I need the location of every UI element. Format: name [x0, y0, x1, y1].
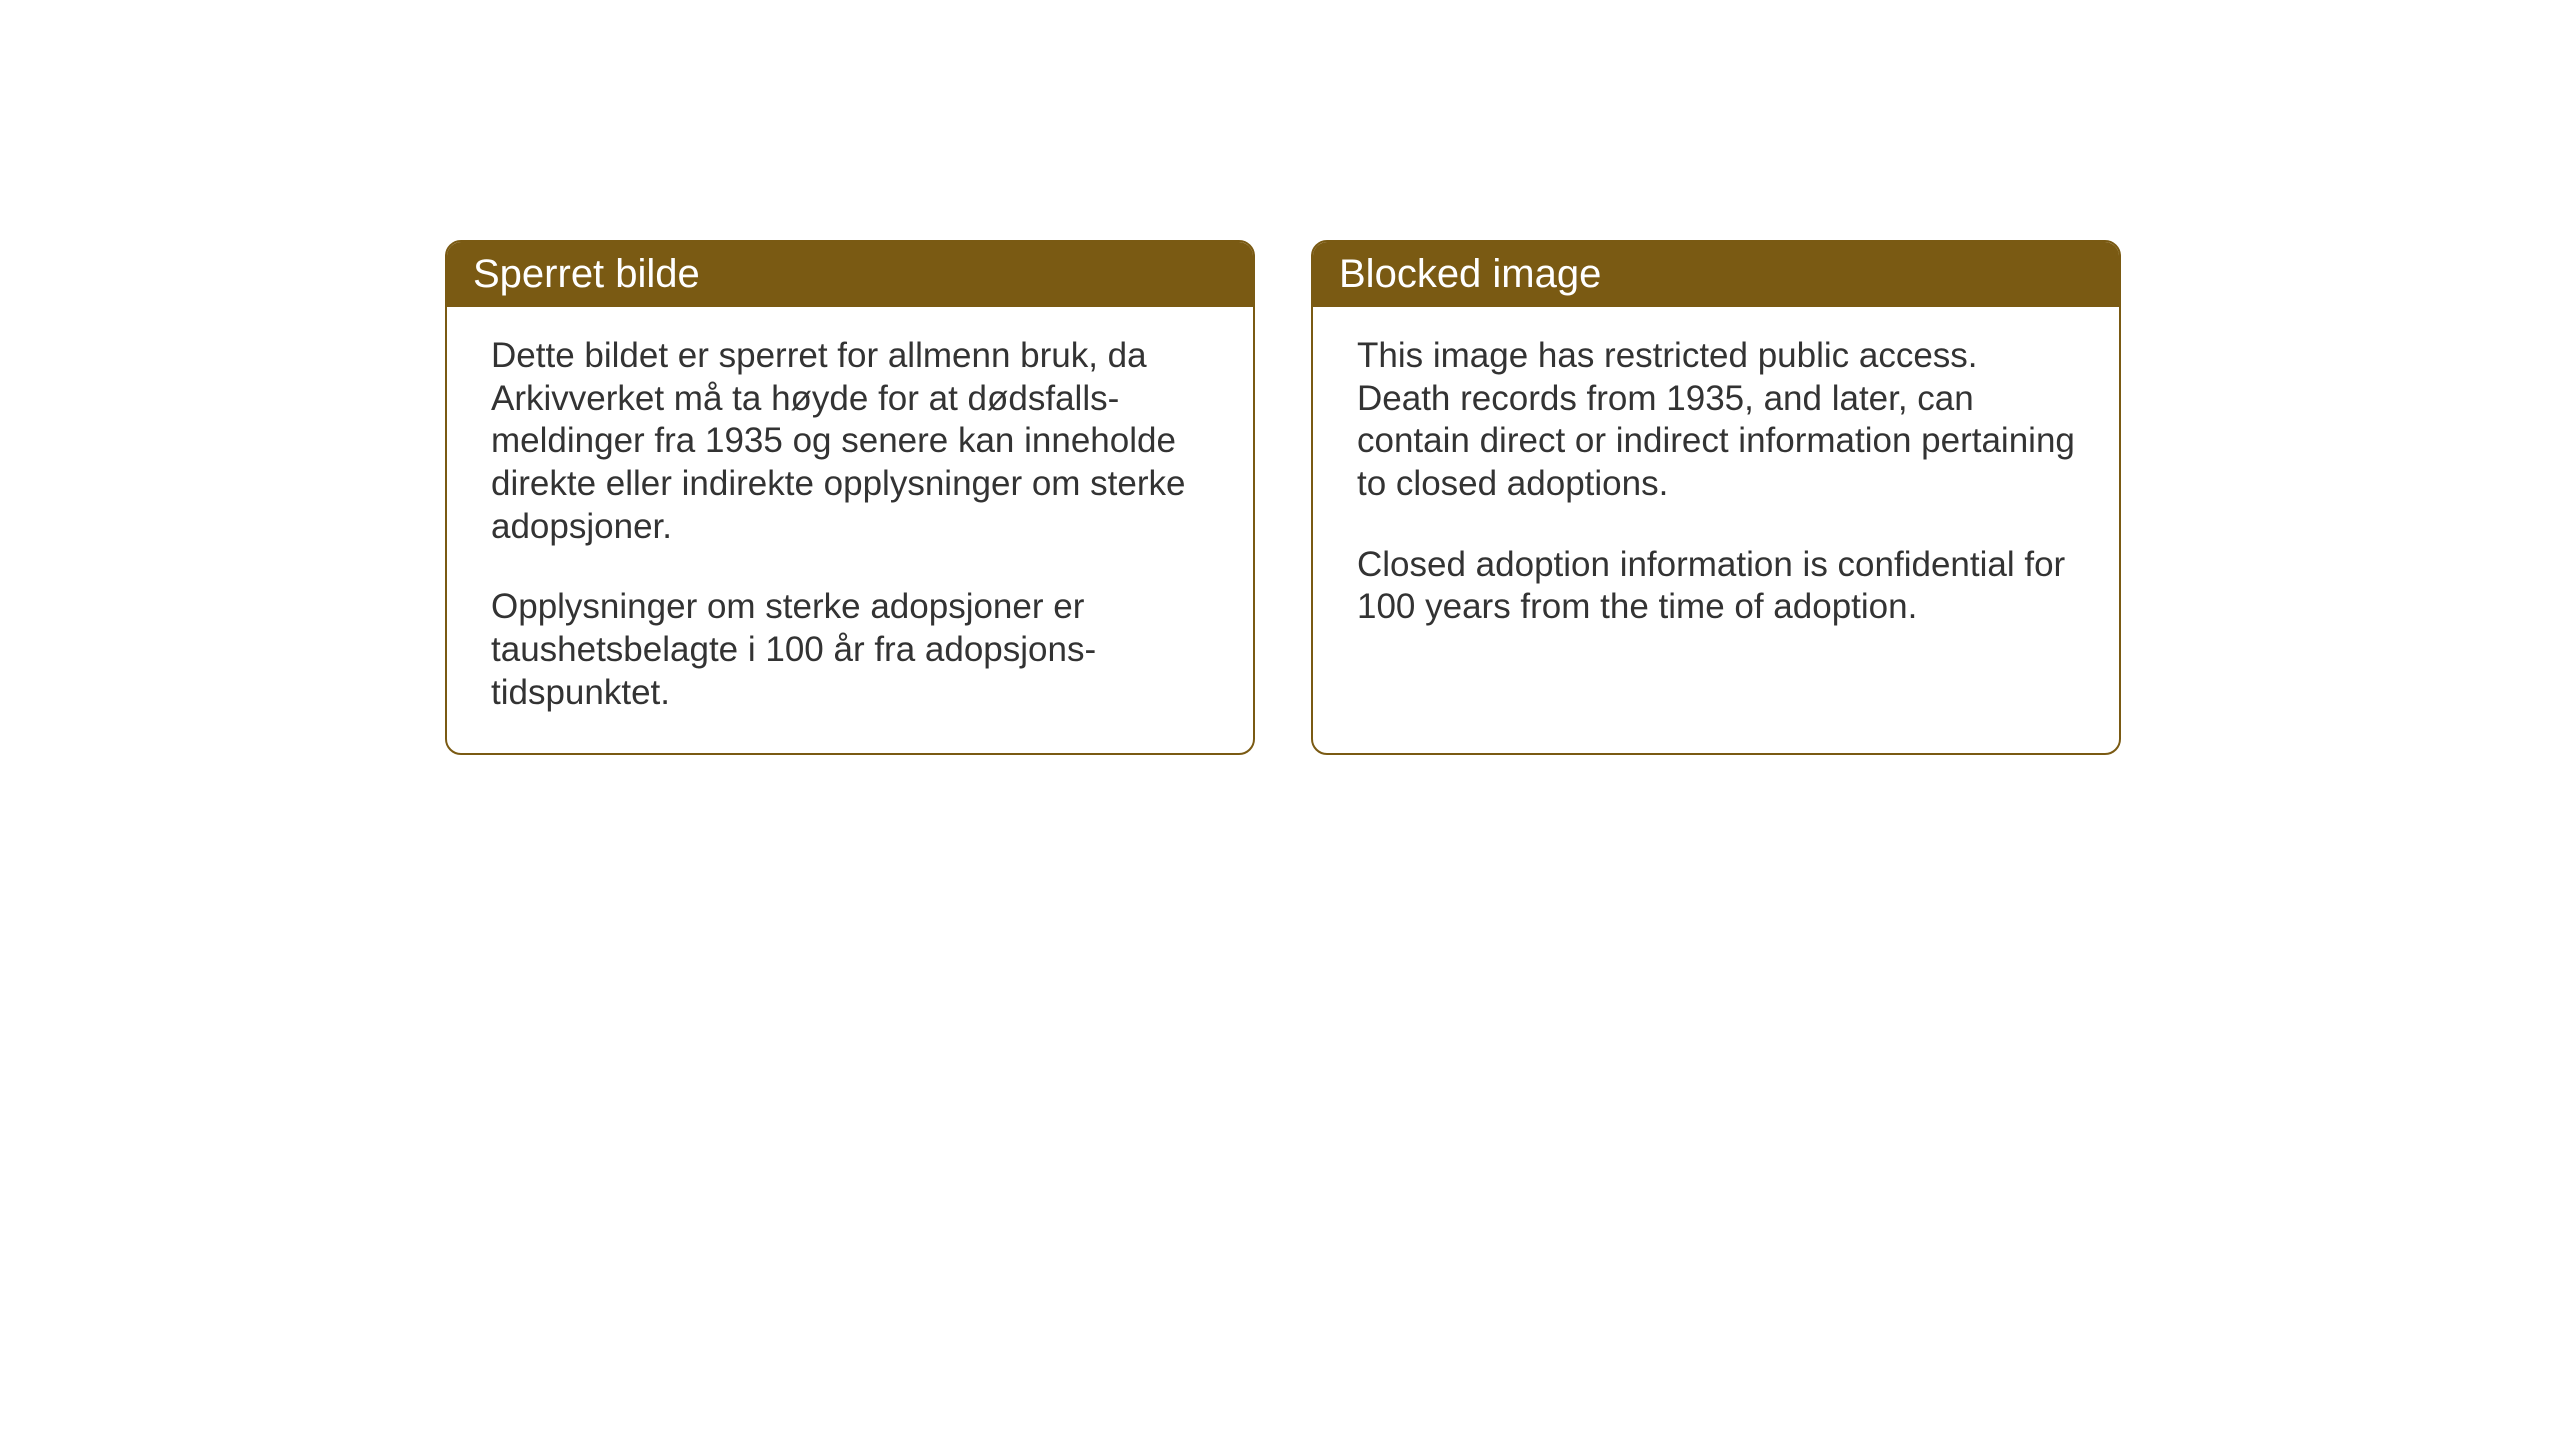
card-header-english: Blocked image	[1313, 242, 2119, 307]
card-paragraph: Opplysninger om sterke adopsjoner er tau…	[491, 586, 1209, 714]
notice-card-norwegian: Sperret bilde Dette bildet er sperret fo…	[445, 240, 1255, 755]
card-body-norwegian: Dette bildet er sperret for allmenn bruk…	[447, 307, 1253, 753]
card-title: Blocked image	[1339, 252, 1601, 296]
notice-card-english: Blocked image This image has restricted …	[1311, 240, 2121, 755]
card-paragraph: This image has restricted public access.…	[1357, 335, 2075, 506]
card-body-english: This image has restricted public access.…	[1313, 307, 2119, 667]
notice-cards-container: Sperret bilde Dette bildet er sperret fo…	[445, 240, 2121, 755]
card-paragraph: Dette bildet er sperret for allmenn bruk…	[491, 335, 1209, 548]
card-title: Sperret bilde	[473, 252, 700, 296]
card-paragraph: Closed adoption information is confident…	[1357, 544, 2075, 629]
card-header-norwegian: Sperret bilde	[447, 242, 1253, 307]
